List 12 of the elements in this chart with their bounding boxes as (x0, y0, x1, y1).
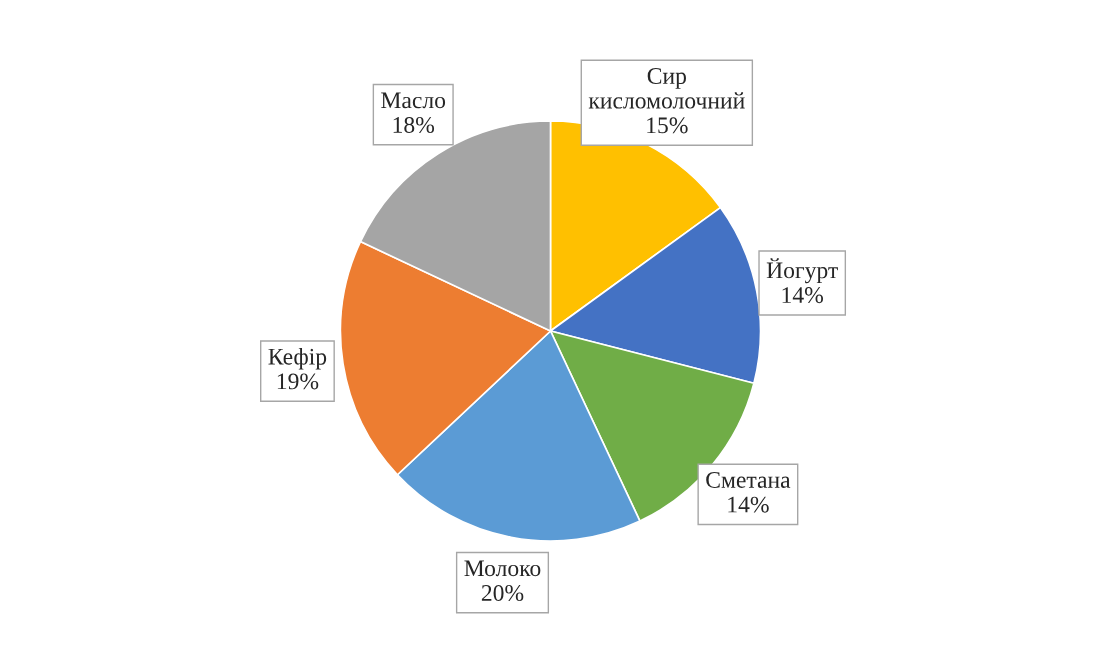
slice-label: Молоко (464, 560, 541, 577)
data-label: 20% (481, 585, 524, 602)
slice-label: Сметана (706, 472, 791, 488)
slice-label: Масло (381, 92, 446, 109)
data-label: 14% (728, 496, 769, 513)
data-label: 14% (782, 287, 824, 304)
data-label: 15% (647, 117, 688, 134)
slice-label: Кефір (268, 348, 327, 370)
slice-label: Сир кисломолочний (588, 68, 745, 109)
slice-label: Йогурт (766, 258, 838, 284)
data-label: 18% (393, 116, 435, 133)
data-label: 19% (277, 373, 319, 390)
